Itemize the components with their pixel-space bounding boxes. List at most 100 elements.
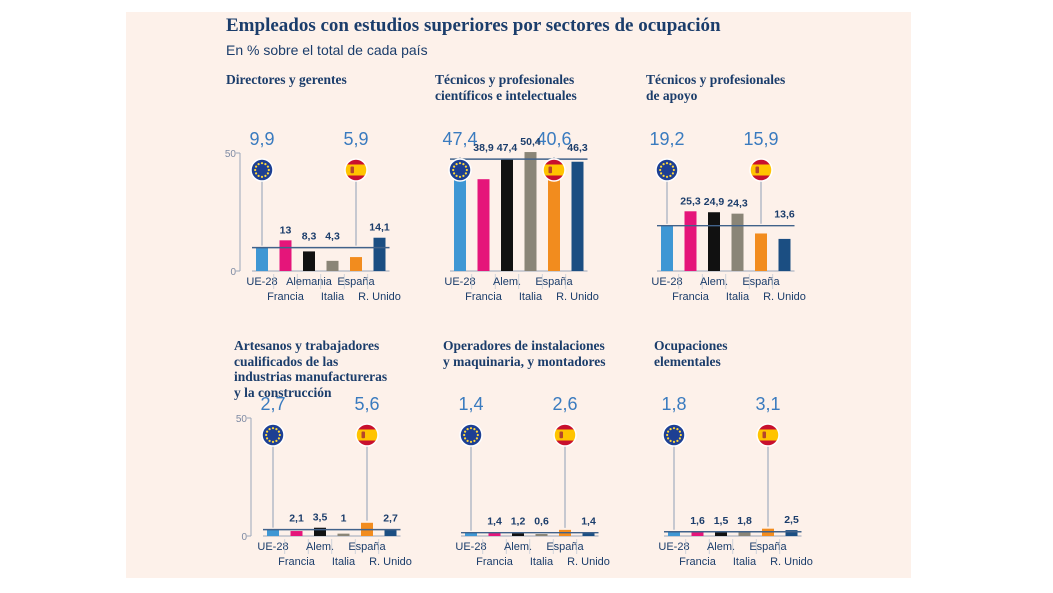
spain-flag-icon [355,423,379,447]
bar-1 [290,531,303,536]
chart-title-elementales: Ocupaciones elementales [654,338,728,369]
eu-flag-icon [655,158,679,182]
value-label: 24,3 [727,198,748,210]
eu-flag-icon [250,158,274,182]
chart-title-line: y la construcción [234,384,332,400]
ue-highlight-value: 47,4 [442,129,477,149]
y-tick-label: 0 [230,267,236,278]
category-label: UE-28 [658,541,689,553]
chart-title-tecnicos-apoyo: Técnicos y profesionales de apoyo [646,72,785,103]
bar-2 [708,212,720,271]
bar-4 [548,175,560,271]
chart-title-line: Ocupaciones [654,338,728,353]
chart-title-line: de apoyo [646,87,698,103]
ue-highlight-value: 2,7 [260,394,285,414]
value-label: 13,6 [774,209,795,221]
bar-1 [279,240,292,271]
chart-title-line: Directores y gerentes [226,72,347,87]
y-tick-label: 0 [241,532,247,543]
bar-3 [731,213,744,271]
value-label: 47,4 [497,142,518,154]
infographic-title: Empleados con estudios superiores por se… [226,15,721,36]
bar-3 [326,260,339,271]
bar-2 [512,533,524,536]
spain-flag-icon [542,158,566,182]
bar-3 [524,152,537,271]
spain-flag-icon [553,423,577,447]
chart-title-directores: Directores y gerentes [226,72,347,88]
infographic-subtitle: En % sobre el total de cada país [226,42,428,58]
chart-title-line: industrias manufactureras [234,369,388,384]
category-label: Alem. [493,276,521,288]
value-label: 2,1 [289,513,304,525]
category-label: Alem. [707,541,735,553]
value-label: 38,9 [473,142,494,154]
bar-0 [256,247,268,271]
value-label: 8,3 [302,231,317,243]
chart-title-line: Artesanos y trabajadores [234,338,380,353]
bar-0 [661,225,673,271]
bar-5 [785,530,798,536]
category-label: UE-28 [455,541,486,553]
category-label: Francia [278,556,316,568]
bar-0 [465,532,477,536]
category-label: Francia [679,556,717,568]
ue-highlight-value: 1,8 [661,394,686,414]
eu-flag-icon [261,423,285,447]
value-label: 1,8 [737,515,752,527]
spain-flag-icon [749,158,773,182]
bar-chart-1: 47,4 40,638,9 47,450,446,3UE-28FranciaAlem… [442,129,598,303]
infographic-panel [126,12,911,578]
bar-5 [571,161,584,271]
bar-5 [373,237,386,271]
value-label: 1,6 [690,515,705,527]
value-label: 2,7 [383,513,398,525]
category-label: R. Unido [556,291,599,303]
bar-1 [691,532,704,536]
category-label: España [749,541,787,553]
bar-2 [314,527,326,536]
ue-highlight-value: 9,9 [249,129,274,149]
value-label: 1 [341,513,347,525]
category-label: Francia [465,291,503,303]
bar-5 [384,529,397,536]
eu-flag-icon [448,158,472,182]
value-label: 50,4 [520,136,541,148]
category-label: R. Unido [358,291,401,303]
bar-5 [778,238,791,271]
category-label: Alem. [700,276,728,288]
y-tick-label: 50 [236,414,248,425]
chart-title-line: cualificados de las [234,353,339,369]
spain-flag-icon [344,158,368,182]
chart-title-line: Técnicos y profesionales [435,72,575,87]
category-label: España [535,276,573,288]
bar-chart-2: 19,2 15,9 25,3 24,9 24,3 13,6 UE-28 Francia Alem… [649,129,805,303]
category-label: España [546,541,584,553]
value-label: 3,5 [313,512,328,524]
espana-highlight-value: 15,9 [743,129,778,149]
bar-5 [582,532,595,536]
category-label: Francia [672,291,710,303]
value-label: 4,3 [325,231,340,243]
value-label: 0,6 [534,516,549,528]
bar-3 [337,533,350,536]
value-label: 25,3 [680,195,701,207]
bar-2 [303,251,315,271]
espana-highlight-value: 5,6 [354,394,379,414]
bar-3 [738,531,751,536]
value-label: 14,1 [369,222,390,234]
bar-chart-0: 50 0 9,9 5,9 13 8,3 4,3 14,1 UE-28 Francia Alemani… [225,129,401,303]
espana-highlight-value: 3,1 [755,394,780,414]
category-label: Francia [267,291,305,303]
category-label: UE-28 [651,276,682,288]
bar-4 [755,233,767,271]
chart-title-line: Técnicos y profesionales [646,72,786,87]
bar-chart-5: 1,8 3,1 1,6 1,5 1,8 2,5 UE-28 Francia Alem. Itali… [658,394,812,568]
bar-chart-3: 50 0 2,7 5,6 2,1 3,5 1 2,7 UE-28 Francia Alem. Ital… [236,394,412,568]
category-label: R. Unido [763,291,806,303]
category-label: R. Unido [770,556,813,568]
chart-title-artesanos: Artesanos y trabajadores cualificados de… [234,338,387,400]
chart-title-line: elementales [654,353,721,369]
bar-3 [535,534,548,536]
